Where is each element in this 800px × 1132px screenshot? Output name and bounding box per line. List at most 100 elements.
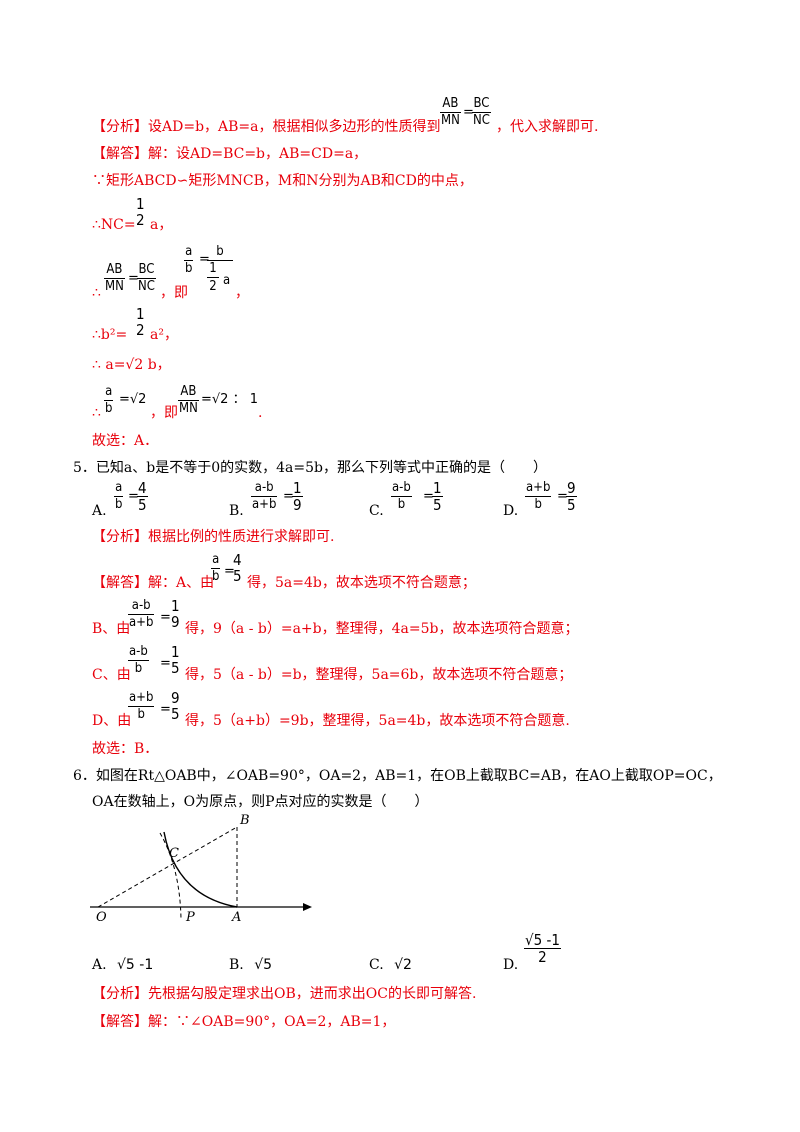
solution-tag: 【解答】 [92,575,148,591]
analysis-text: 设AD=b，AB=a，根据相似多边形的性质得到 [148,119,441,135]
fraction-denominator: MN [441,113,460,128]
fraction-denominator: b [397,497,406,512]
period: . [258,405,263,421]
solution-text: ∴NC= [92,217,136,233]
fraction-bc-nc: BC NC [472,96,491,129]
label-a: A [231,910,241,925]
q6-option-c[interactable]: C. √2 [369,956,412,974]
q5-solution-a: 【解答】解：A、由 [92,574,214,592]
q5-choice: 故选：B． [92,741,159,757]
fraction-1-5: 1 5 [170,644,181,676]
fraction-numerator: a-b [251,480,278,497]
fraction-ab-mn: AB MN [104,262,125,295]
fraction-numerator: 1 [292,479,303,497]
fraction-denominator: NC [138,279,155,294]
analysis-tag: 【分析】 [92,986,148,1002]
q6-option-d-fraction: √5 -1 2 [524,932,561,965]
q6-option-b[interactable]: B. √5 [229,956,272,974]
option-letter: B. [229,957,244,973]
q6-option-a[interactable]: A. √5 -1 [92,956,153,974]
solution-text: a， [150,217,173,233]
fraction-9-5: 9 5 [170,690,181,722]
fraction-denominator: b [137,707,145,722]
equals-sign: = [160,656,171,671]
fraction-numerator: a-b [391,480,412,497]
fraction-numerator: 1 [171,597,180,615]
q5-option-d-lhs-fraction: a+b b [525,480,552,513]
number-line-arrow [303,903,312,911]
q4-solution-line-1: 【解答】解：设AD=BC=b，AB=CD=a， [92,145,367,163]
fraction-bc-nc: BC NC [137,262,156,295]
fraction-numerator: a [211,552,221,569]
fraction-denominator: 9 [171,613,180,631]
analysis-text: 根据比例的性质进行求解即可. [148,529,335,545]
solution-text: a²， [150,327,178,343]
fraction-1-9: 1 9 [170,598,181,630]
equals-sign: = [224,564,235,579]
q6-option-d[interactable]: D. [503,956,518,974]
fraction-numerator: 1 [171,643,180,661]
q4-choice: 故选：A． [92,433,159,449]
fraction-numerator: 1 [136,195,145,213]
fraction-denominator: 5 [138,496,147,514]
option-value: √2 [394,957,412,973]
fraction-denominator: MN [179,401,198,416]
analysis-tag: 【分析】 [92,529,148,545]
fraction-denominator: 2 [136,321,145,339]
q6-solution-line-1: 【解答】解：∵∠OAB=90°，OA=2，AB=1， [92,1013,395,1031]
analysis-text: 先根据勾股定理求出OB，进而求出OC的长即可解答. [148,986,477,1002]
half-variable: a [223,273,231,288]
solution-text: 得，9（a - b）=a+b，整理得，4a=5b，故本选项符合题意； [185,621,579,637]
fraction-numerator: 4 [233,551,242,569]
therefore-symbol: ∴ [92,285,101,301]
fraction-denominator: b [212,569,220,584]
fraction-denominator: 2 [538,948,547,966]
option-letter: D. [503,957,519,973]
fraction-4-5: 4 5 [232,552,243,584]
root-two-value: =√2 [119,392,147,407]
solution-text: 得，5（a+b）=9b，整理得，5a=4b，故本选项不符合题意. [185,713,570,729]
q5-option-d[interactable]: D. [503,503,519,519]
fraction-numerator: b [207,244,233,261]
equals-sign: = [160,702,171,717]
fraction-numerator: a-b [128,598,155,615]
fraction-numerator: 1 [432,479,443,497]
fraction-numerator: a [184,244,194,261]
equals-sign: = [463,105,474,120]
equals-sign: = [557,489,568,504]
analysis-tag: 【分析】 [92,119,148,135]
fraction-amb-b: a-b b [128,644,149,677]
arc-b-to-a [163,831,238,908]
fraction-denominator: 2 [136,211,145,229]
fraction-numerator: a [104,384,114,401]
equals-sign: = [128,489,139,504]
fraction-denominator: 5 [233,567,242,585]
therefore-symbol: ∴ [92,405,101,421]
fraction-denominator: MN [105,279,124,294]
fraction-numerator: 9 [171,689,180,707]
solution-text: 解：A、由 [148,575,215,591]
q5-option-a[interactable]: A. [92,503,107,519]
q5-option-b[interactable]: B. [229,503,244,519]
q5-solution-d: D、由 [92,713,132,729]
q5-option-c[interactable]: C. [369,503,384,519]
equals-sign: = [160,610,171,625]
ratio-value: =√2 ： 1 [201,392,258,407]
option-value: √5 [254,957,273,973]
fraction-numerator: AB [440,96,461,113]
fraction-numerator: AB [104,262,125,279]
equals-sign: = [199,252,210,267]
fraction-amb-apb: a-b a+b [128,598,155,631]
q4-analysis-line: 【分析】设AD=b，AB=a，根据相似多边形的性质得到 [92,118,441,136]
fraction-a-b: a b [211,552,221,585]
solution-text: 解：∵∠OAB=90°，OA=2，AB=1， [148,1014,396,1030]
solution-text: ∴b²= [92,327,128,343]
fraction-denominator: b [115,497,123,512]
analysis-end: ，代入求解即可. [496,119,599,135]
q4-solution-line-3: ∴NC= [92,216,136,234]
